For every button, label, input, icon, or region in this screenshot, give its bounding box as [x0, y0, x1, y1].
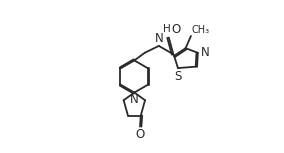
Text: N: N [201, 46, 209, 58]
Text: CH₃: CH₃ [192, 25, 210, 35]
Text: H: H [163, 24, 171, 34]
Text: S: S [174, 70, 181, 83]
Text: N: N [154, 32, 163, 45]
Text: O: O [172, 23, 181, 36]
Text: O: O [135, 128, 145, 141]
Text: N: N [130, 93, 139, 106]
